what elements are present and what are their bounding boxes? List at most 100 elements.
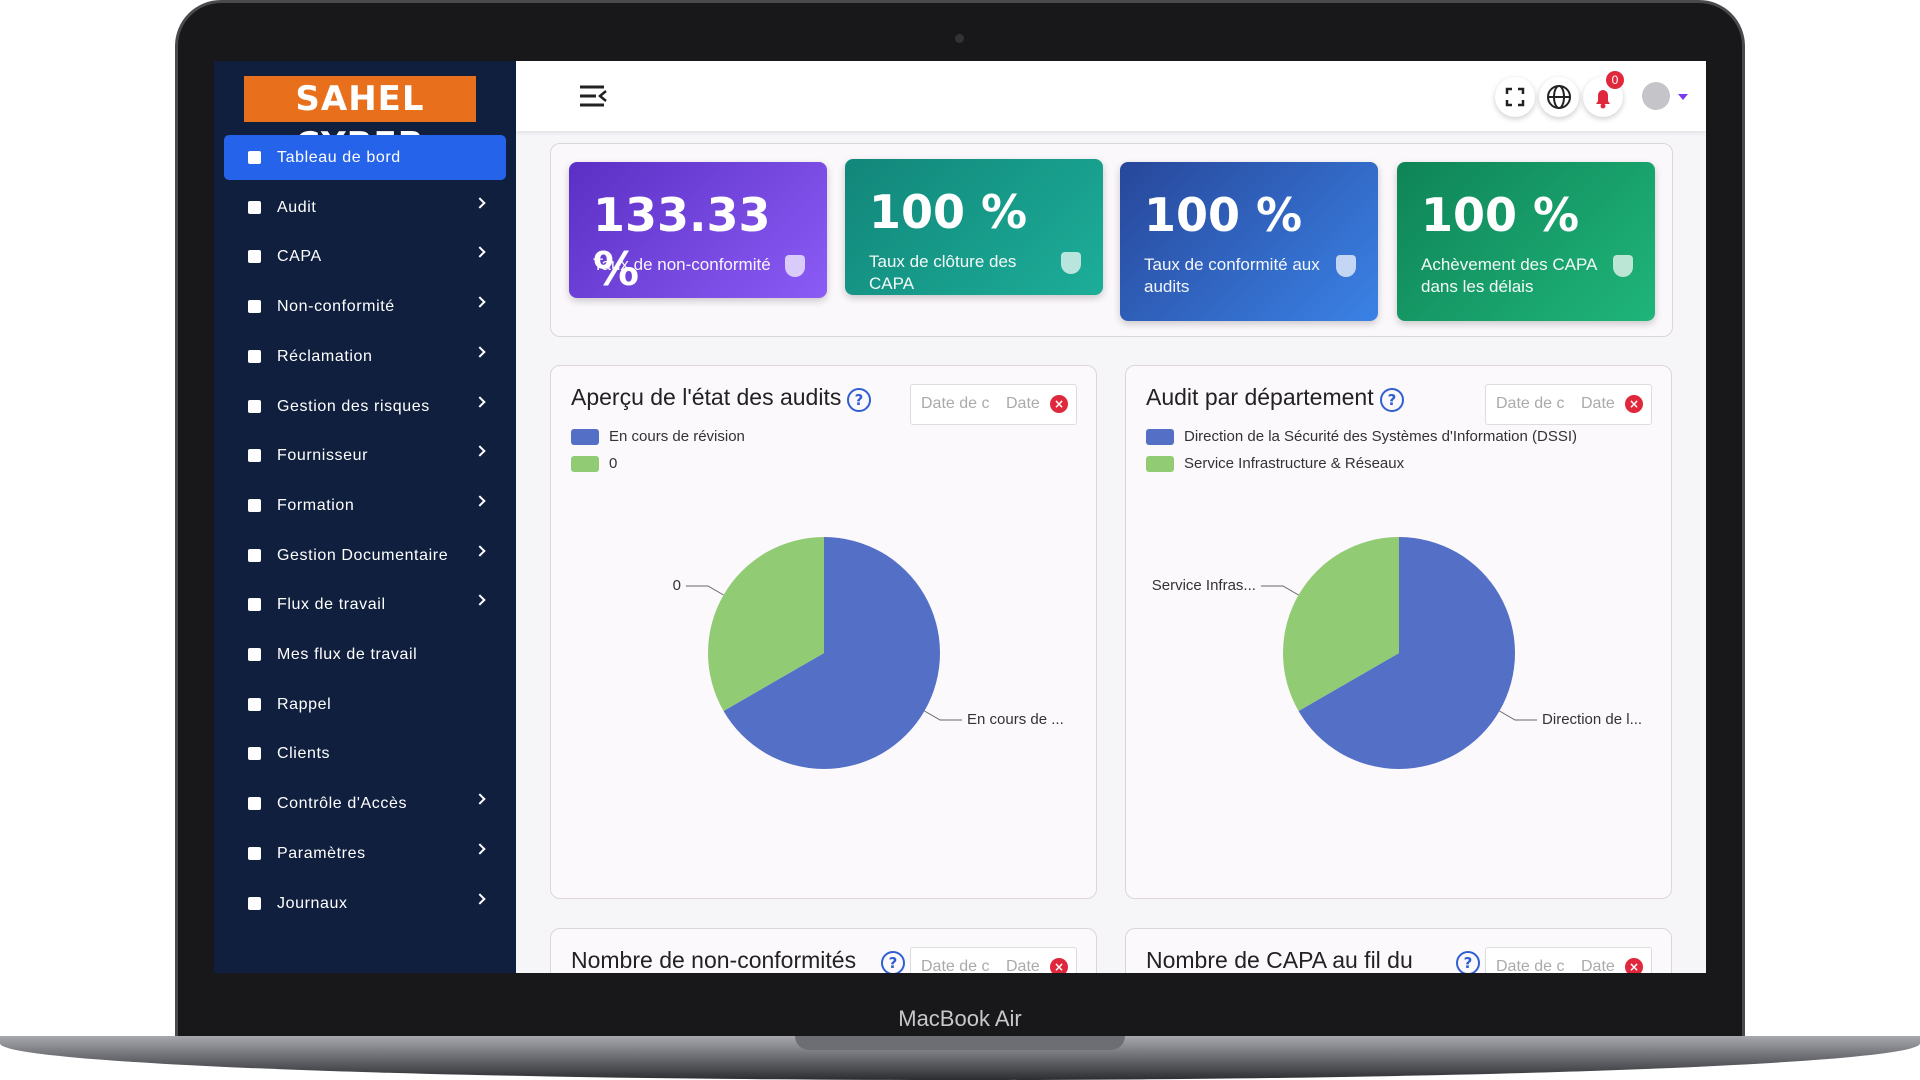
clear-date-button[interactable]: × bbox=[1050, 395, 1068, 413]
pie-chart: En cours de ... 0 bbox=[673, 537, 1064, 769]
legend-label: 0 bbox=[609, 455, 618, 472]
notifications-button[interactable]: 0 bbox=[1583, 71, 1624, 117]
date-range[interactable]: Date de c Date × bbox=[910, 947, 1077, 973]
menu-chevron bbox=[474, 544, 486, 557]
menu-label: Flux de travail bbox=[277, 596, 386, 614]
sidebar: SAHEL CYBER Tableau de bord Audit CAPA Non-… bbox=[214, 61, 516, 973]
menu-chevron bbox=[474, 843, 486, 855]
chart-title: Aperçu de l'état des audits bbox=[571, 384, 842, 410]
fullscreen-button[interactable] bbox=[1495, 77, 1535, 117]
menu-chevron bbox=[474, 594, 486, 606]
pie-slice[interactable] bbox=[1283, 537, 1399, 711]
menu-item[interactable]: Audit bbox=[224, 185, 506, 230]
kpi-card: 100 % Taux de conformité aux audits bbox=[1120, 162, 1378, 321]
user-avatar[interactable] bbox=[1642, 82, 1670, 110]
menu-icon bbox=[248, 349, 261, 363]
slice-label: En cours de ... bbox=[967, 711, 1064, 728]
pie-slice[interactable] bbox=[723, 537, 940, 769]
menu-label: Clients bbox=[277, 745, 331, 763]
date-range[interactable]: Date de c Date × bbox=[1485, 384, 1652, 425]
label-leader bbox=[1260, 585, 1299, 596]
menu-icon bbox=[248, 300, 261, 314]
date-from: Date de c bbox=[1496, 395, 1565, 412]
menu-icon bbox=[248, 747, 261, 761]
kpi-label: Taux de clôture des CAPA bbox=[869, 252, 1017, 293]
menu-item[interactable]: Paramètres bbox=[224, 831, 506, 876]
menu-toggle[interactable] bbox=[578, 83, 608, 109]
menu-label: Paramètres bbox=[277, 844, 366, 862]
clear-date-button[interactable]: × bbox=[1050, 958, 1068, 973]
chart-panel: Nombre de CAPA au fil du? Date de c Date × bbox=[1125, 928, 1672, 973]
help-icon[interactable]: ? bbox=[1380, 388, 1404, 412]
menu-label: Mes flux de travail bbox=[277, 646, 418, 663]
menu-item[interactable]: Clients bbox=[224, 731, 506, 776]
menu-label: Tableau de bord bbox=[277, 149, 401, 166]
menu-chevron bbox=[474, 445, 486, 457]
menu-icon bbox=[248, 797, 261, 811]
laptop-notch bbox=[795, 1036, 1125, 1050]
menu-chevron bbox=[474, 246, 486, 259]
menu-item[interactable]: Rappel bbox=[224, 682, 506, 727]
date-to: Date bbox=[1581, 958, 1615, 973]
menu-item[interactable]: Non-conformité bbox=[224, 284, 506, 329]
help-icon[interactable]: ? bbox=[1456, 951, 1480, 973]
kpi-value: 133.33 % bbox=[593, 188, 771, 296]
language-button[interactable] bbox=[1539, 77, 1579, 117]
kpi-label: Taux de conformité aux audits bbox=[1144, 255, 1320, 296]
chart-panel: Audit par département? Date de c Date × Dire… bbox=[1125, 365, 1672, 899]
kpi-card: 100 % Achèvement des CAPA dans les délais bbox=[1397, 162, 1655, 321]
menu-label: Audit bbox=[277, 198, 317, 216]
date-from: Date de c bbox=[921, 958, 990, 973]
user-caret[interactable] bbox=[1678, 94, 1688, 100]
menu-icon bbox=[248, 548, 261, 562]
brand-logo[interactable]: SAHEL CYBER bbox=[244, 76, 476, 165]
chart-title: Audit par département bbox=[1146, 384, 1374, 410]
menu-item[interactable]: Flux de travail bbox=[224, 582, 506, 627]
menu-label: Réclamation bbox=[277, 347, 373, 365]
menu-chevron bbox=[474, 495, 486, 507]
legend-label: Service Infrastructure & Réseaux bbox=[1184, 455, 1405, 472]
help-icon[interactable]: ? bbox=[881, 951, 905, 973]
slice-label: 0 bbox=[673, 577, 681, 594]
legend-swatch[interactable] bbox=[1146, 429, 1174, 445]
date-to: Date bbox=[1581, 395, 1615, 412]
menu-item[interactable]: Contrôle d'Accès bbox=[224, 781, 506, 826]
menu-item[interactable]: Formation bbox=[224, 483, 506, 528]
menu-item[interactable]: Gestion des risques bbox=[224, 384, 506, 429]
menu-item[interactable]: Réclamation bbox=[224, 334, 506, 379]
date-from: Date de c bbox=[921, 395, 990, 412]
notification-count: 0 bbox=[1606, 71, 1624, 89]
kpi-value: 100 % bbox=[1144, 188, 1303, 242]
clear-date-button[interactable]: × bbox=[1625, 958, 1643, 973]
menu-item[interactable]: Fournisseur bbox=[224, 433, 506, 478]
menu-item[interactable]: Tableau de bord bbox=[224, 135, 506, 180]
legend-swatch[interactable] bbox=[571, 429, 599, 445]
kpi-icon bbox=[1613, 255, 1633, 277]
kpi-icon bbox=[1061, 252, 1081, 274]
screen: SAHEL CYBER Tableau de bord Audit CAPA Non-… bbox=[214, 61, 1706, 973]
legend-swatch[interactable] bbox=[1146, 456, 1174, 472]
pie-slice[interactable] bbox=[1298, 537, 1515, 769]
menu-icon bbox=[248, 399, 261, 413]
help-icon[interactable]: ? bbox=[847, 388, 871, 412]
chart-panel: Nombre de non-conformités? Date de c Date × bbox=[550, 928, 1097, 973]
pie-slice[interactable] bbox=[708, 537, 824, 711]
chart-title: Nombre de CAPA au fil du bbox=[1146, 947, 1413, 973]
legend-swatch[interactable] bbox=[571, 456, 599, 472]
clear-date-button[interactable]: × bbox=[1625, 395, 1643, 413]
menu-item[interactable]: Mes flux de travail bbox=[224, 632, 506, 677]
date-range[interactable]: Date de c Date × bbox=[1485, 947, 1652, 973]
kpi-value: 100 % bbox=[1421, 188, 1580, 242]
menu-item[interactable]: Journaux bbox=[224, 881, 506, 926]
date-range[interactable]: Date de c Date × bbox=[910, 384, 1077, 425]
menu-item[interactable]: Gestion Documentaire bbox=[224, 533, 506, 578]
kpi-label: Taux de non-conformité bbox=[593, 255, 771, 274]
menu-label: Formation bbox=[277, 496, 355, 514]
menu-chevron bbox=[474, 892, 486, 905]
menu-label: Contrôle d'Accès bbox=[277, 795, 408, 813]
kpi-card: 100 % Taux de clôture des CAPA bbox=[845, 159, 1103, 295]
legend-label: En cours de révision bbox=[609, 428, 745, 445]
menu-item[interactable]: CAPA bbox=[224, 234, 506, 279]
label-leader bbox=[924, 710, 963, 721]
